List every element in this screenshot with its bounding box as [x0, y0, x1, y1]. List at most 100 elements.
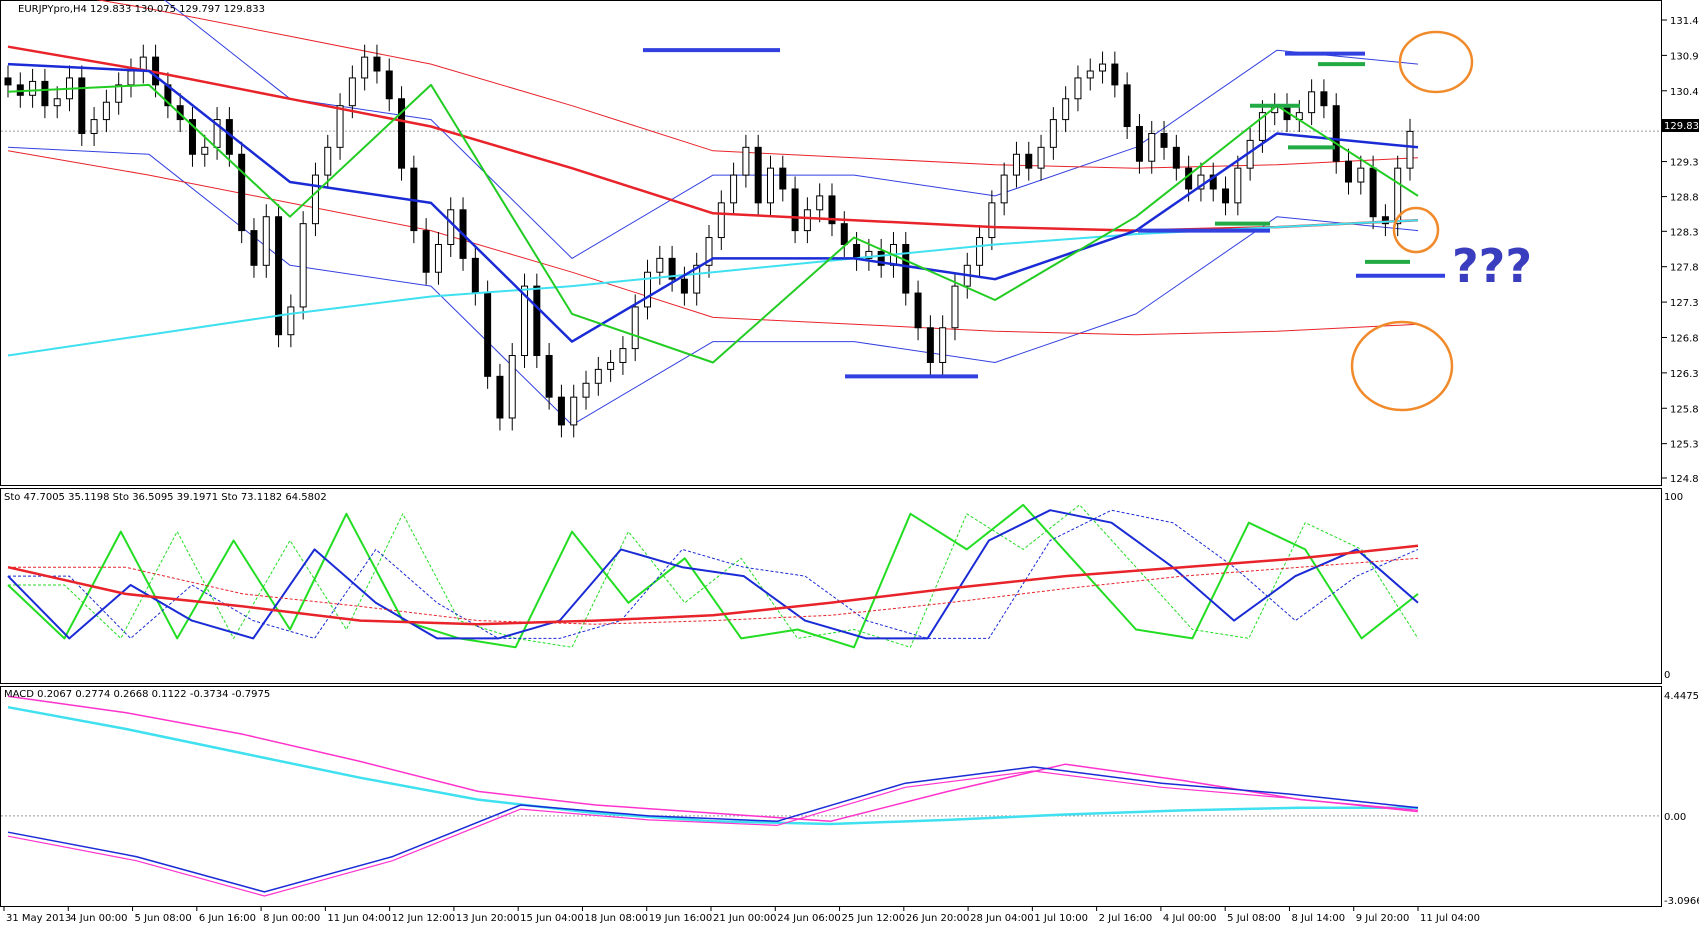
candle-body [853, 243, 861, 259]
candle-body [1185, 167, 1193, 190]
ma-line-MA_blue [7, 62, 1419, 343]
red-band-upper [96, 0, 1419, 169]
candle-body [914, 292, 922, 329]
candle-body [311, 174, 319, 225]
candle-body [471, 257, 479, 294]
macd-tick-label: -3.0966 [1664, 896, 1699, 907]
candle-body [1320, 91, 1328, 107]
time-tick-label: 31 May 2013 [6, 913, 71, 924]
stochastic-signal [8, 509, 1419, 639]
price-tick-label: 125.330 [1670, 440, 1699, 451]
price-header: EURJPYpro,H4 129.833 130.075 129.797 129… [18, 4, 265, 15]
candle-body [115, 84, 123, 103]
candle-body [53, 98, 61, 107]
time-tick-label: 18 Jun 08:00 [584, 913, 648, 924]
candle-body [951, 285, 959, 329]
candle-body [422, 230, 430, 273]
candle-body [902, 243, 910, 294]
time-tick-label: 5 Jun 08:00 [135, 913, 192, 924]
candle-body [127, 70, 135, 86]
candle-body [373, 56, 381, 72]
candle-body [877, 250, 885, 266]
macd-signal-lower [7, 770, 1419, 897]
candle-body [557, 396, 565, 426]
candle-body [1099, 63, 1107, 72]
candle-body [705, 237, 713, 266]
time-tick-label: 9 Jul 20:00 [1356, 913, 1410, 924]
stochastic-line [7, 503, 1419, 649]
macd-layer [1, 695, 1661, 897]
candle-body [250, 230, 258, 266]
macd-header: MACD 0.2067 0.2774 0.2668 0.1122 -0.3734… [4, 689, 270, 700]
candle-body [717, 202, 725, 239]
price-tick-label: 127.880 [1670, 263, 1699, 274]
candle-body [1160, 132, 1168, 148]
candle-body [1062, 98, 1070, 121]
stochastic-tick-label: 100 [1664, 492, 1683, 503]
price-tick-label: 130.925 [1670, 51, 1699, 62]
candle-body [988, 202, 996, 239]
candle-body [348, 77, 356, 107]
candle-body [1381, 216, 1389, 225]
candle-body [754, 146, 762, 204]
candle-body [41, 80, 49, 107]
candle-body [447, 209, 455, 245]
macd-panel-frame [0, 686, 1662, 907]
candle-body [16, 84, 24, 96]
stochastic-signal [8, 557, 1419, 625]
candle-body [803, 209, 811, 232]
candle-body [299, 223, 307, 308]
candle-body [1258, 112, 1266, 141]
candle-body [791, 188, 799, 232]
time-tick-label: 28 Jun 04:00 [970, 913, 1034, 924]
price-tick-label: 128.390 [1670, 227, 1699, 238]
current-price-tag [1662, 119, 1699, 132]
candle-body [1209, 174, 1217, 190]
question-annotation: ??? [1452, 239, 1532, 293]
price-tick-label: 124.835 [1670, 474, 1699, 485]
time-tick-label: 12 Jun 12:00 [392, 913, 456, 924]
candle-body [1369, 167, 1377, 218]
candle-body [1345, 160, 1353, 183]
time-tick-label: 19 Jun 16:00 [649, 913, 713, 924]
macd-tick-label: 4.4475 [1664, 691, 1699, 702]
candle-body [434, 243, 442, 273]
blue-band-upper [163, 0, 1419, 259]
candle-body [1357, 167, 1365, 183]
time-tick-label: 1 Jul 10:00 [1034, 913, 1088, 924]
candle-body [90, 119, 98, 134]
red-band-lower [7, 150, 1419, 336]
candle-body [1308, 91, 1316, 114]
time-tick-label: 2 Jul 16:00 [1099, 913, 1153, 924]
candle-body [865, 250, 873, 259]
stochastic-layer [7, 503, 1419, 649]
stochastic-signal [8, 504, 1419, 648]
candle-body [1394, 167, 1402, 225]
candle-body [1086, 70, 1094, 79]
price-panel-frame [0, 0, 1662, 486]
candle-body [730, 174, 738, 204]
candle-body [594, 368, 602, 384]
time-tick-label: 26 Jun 20:00 [906, 913, 970, 924]
candle-body [398, 98, 406, 169]
candle-body [1332, 105, 1340, 162]
candle-body [238, 153, 246, 232]
candle-body [828, 195, 836, 225]
macd-line [7, 695, 1419, 823]
stochastic-line [7, 544, 1419, 626]
time-tick-label: 13 Jun 20:00 [456, 913, 520, 924]
candle-body [1135, 126, 1143, 162]
candle-body [619, 348, 627, 363]
price-tick-label: 126.350 [1670, 369, 1699, 380]
price-tick-label: 126.860 [1670, 333, 1699, 344]
price-tick-label: 125.840 [1670, 404, 1699, 415]
highlight-circle [1398, 30, 1474, 94]
candle-body [176, 105, 184, 121]
candle-body [521, 285, 529, 357]
candle-body [816, 195, 824, 211]
axis-layer: 131.435130.925130.415129.905129.395128.8… [3, 16, 1699, 924]
highlight-circle [1350, 320, 1454, 412]
candle-body [939, 327, 947, 363]
time-tick-label: 4 Jun 00:00 [70, 913, 127, 924]
candle-body [201, 146, 209, 155]
